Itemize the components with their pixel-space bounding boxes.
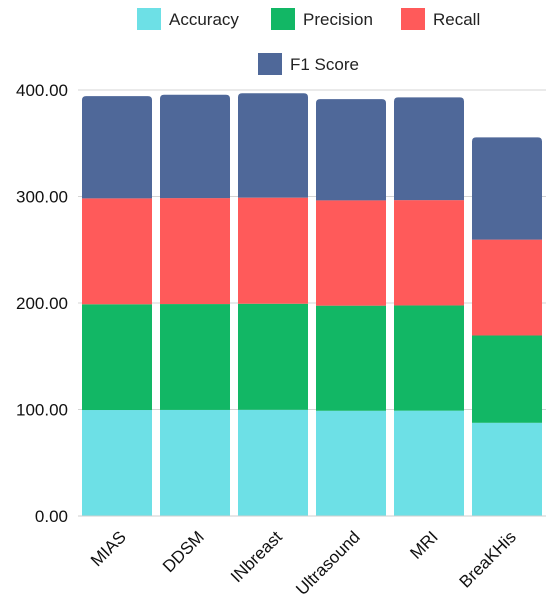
bar-segment-inbreast-recall — [238, 197, 308, 304]
bar-segment-inbreast-accuracy — [238, 409, 308, 516]
bar-segment-ddsm-precision — [160, 304, 230, 410]
bar-segment-ultrasound-recall — [316, 200, 386, 306]
bar-segment-mri-f1-score — [394, 97, 464, 201]
bar-segment-breakhis-recall — [472, 239, 542, 336]
bar-segment-mri-accuracy — [394, 410, 464, 516]
bar-segment-breakhis-f1-score — [472, 137, 542, 240]
bar-segment-ddsm-f1-score — [160, 94, 230, 199]
recall-legend-label: Recall — [433, 10, 480, 29]
x-axis: MIAS DDSM INbreast Ultrasound MRI BreaKHis — [78, 515, 546, 599]
bar-segment-inbreast-f1-score — [238, 93, 308, 198]
precision-legend-label: Precision — [303, 10, 373, 29]
bar-segment-ultrasound-f1-score — [316, 99, 386, 201]
bar-segment-breakhis-accuracy — [472, 422, 542, 516]
bars — [82, 93, 542, 516]
y-tick-label: 300.00 — [16, 188, 68, 207]
y-tick-label: 400.00 — [16, 81, 68, 100]
legend: Accuracy Precision Recall F1 Score — [137, 8, 480, 75]
recall-legend-swatch — [401, 8, 425, 30]
accuracy-legend-label: Accuracy — [169, 10, 239, 29]
bar-segment-ultrasound-precision — [316, 305, 386, 411]
bar-segment-inbreast-precision — [238, 303, 308, 410]
precision-legend-swatch — [271, 8, 295, 30]
y-axis: 0.00 100.00 200.00 300.00 400.00 — [16, 81, 68, 526]
f1-score-legend-label: F1 Score — [290, 55, 359, 74]
bar-segment-mias-accuracy — [82, 410, 152, 516]
f1-score-legend-swatch — [258, 53, 282, 75]
x-tick-label-breakhis: BreaKHis — [456, 527, 520, 591]
bar-segment-mri-recall — [394, 200, 464, 306]
accuracy-legend-swatch — [137, 8, 161, 30]
bar-segment-ddsm-recall — [160, 198, 230, 305]
y-tick-label: 100.00 — [16, 401, 68, 420]
x-tick-label-mri: MRI — [406, 527, 441, 562]
bar-segment-mias-recall — [82, 198, 152, 305]
x-tick-label-mias: MIAS — [87, 527, 130, 570]
bar-segment-mias-precision — [82, 304, 152, 411]
bar-segment-ultrasound-accuracy — [316, 410, 386, 516]
bar-segment-breakhis-precision — [472, 335, 542, 423]
bar-segment-ddsm-accuracy — [160, 409, 230, 516]
y-tick-label: 200.00 — [16, 294, 68, 313]
x-tick-label-ddsm: DDSM — [159, 527, 208, 576]
bar-segment-mias-f1-score — [82, 96, 152, 199]
x-tick-label-inbreast: INbreast — [227, 527, 286, 586]
bar-segment-mri-precision — [394, 305, 464, 411]
y-tick-label: 0.00 — [35, 507, 68, 526]
x-tick-label-ultrasound: Ultrasound — [292, 527, 364, 599]
